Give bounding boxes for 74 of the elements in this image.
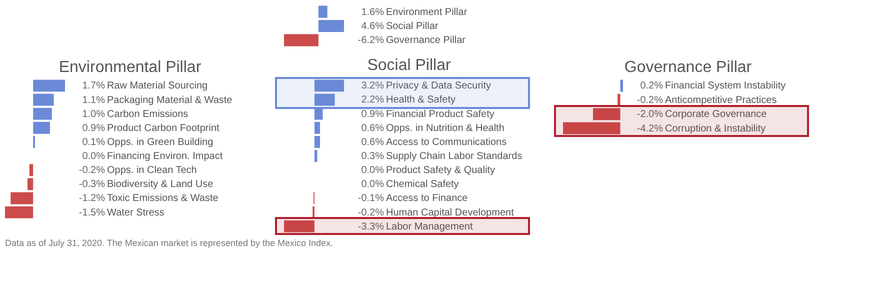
- y-tick-label: Financing Environ. Impact: [107, 151, 223, 162]
- data-label: 0.9%: [82, 122, 106, 134]
- y-tick-label: Product Carbon Footprint: [107, 122, 220, 134]
- y-tick-label: Raw Material Sourcing: [107, 80, 208, 92]
- y-tick-label: Biodiversity & Land Use: [107, 179, 214, 190]
- data-label: 1.0%: [82, 108, 106, 120]
- y-tick-label: Product Safety & Quality: [386, 165, 495, 176]
- y-tick-label: Privacy & Data Security: [386, 80, 492, 92]
- data-label: 0.2%: [640, 80, 664, 92]
- y-tick-label: Supply Chain Labor Standards: [386, 151, 522, 162]
- text: Environmental Pillar: [58, 59, 202, 76]
- y-tick-label: Labor Management: [386, 221, 473, 232]
- bar: [314, 122, 320, 134]
- y-tick-label: Social Pillar: [386, 21, 439, 32]
- y-tick-label: Opps. in Clean Tech: [107, 165, 197, 176]
- data-label: -0.2%: [636, 94, 664, 106]
- data-label: -0.3%: [78, 179, 106, 190]
- data-label: -0.2%: [358, 207, 384, 218]
- data-label: 0.6%: [361, 122, 384, 134]
- y-tick-label: Financial Product Safety: [386, 108, 494, 120]
- data-label: -3.3%: [358, 221, 384, 232]
- data-label: 4.6%: [361, 21, 384, 32]
- data-label: 0.0%: [361, 179, 384, 190]
- text: Data as of July 31, 2020. The Mexican market is represented by the Mexico Index.: [5, 238, 334, 248]
- bar: [314, 80, 344, 92]
- data-label: 0.9%: [361, 108, 384, 120]
- y-tick-label: Water Stress: [107, 207, 164, 218]
- data-label: -0.1%: [358, 193, 384, 204]
- data-label: 0.0%: [361, 165, 384, 176]
- y-tick-label: Opps. in Green Building: [107, 136, 214, 148]
- data-label: -2.0%: [636, 109, 664, 120]
- bar: [33, 108, 52, 120]
- bar: [314, 150, 318, 162]
- data-label: 1.1%: [82, 94, 106, 106]
- y-tick-label: Access to Finance: [386, 193, 468, 204]
- bar: [29, 164, 34, 176]
- bar: [284, 220, 314, 232]
- y-tick-label: Financial System Instability: [665, 80, 786, 92]
- y-tick-label: Human Capital Development: [386, 207, 514, 218]
- bar: [33, 80, 65, 92]
- text: Governance Pillar: [624, 59, 752, 76]
- data-label: -6.2%: [358, 35, 384, 46]
- data-label: 0.0%: [82, 151, 106, 162]
- data-label: 3.2%: [361, 80, 384, 92]
- bar: [28, 178, 34, 190]
- y-tick-label: Chemical Safety: [386, 179, 459, 190]
- y-tick-label: Health & Safety: [386, 94, 456, 106]
- y-tick-label: Corruption & Instability: [665, 123, 766, 134]
- bar: [314, 108, 323, 120]
- y-tick-label: Carbon Emissions: [107, 108, 188, 120]
- y-tick-label: Governance Pillar: [386, 35, 466, 46]
- data-label: 2.2%: [361, 94, 384, 106]
- data-label: 1.6%: [361, 6, 384, 18]
- data-label: 1.7%: [82, 80, 106, 92]
- bar: [10, 192, 34, 204]
- data-label: -1.5%: [78, 207, 106, 218]
- y-tick-label: Packaging Material & Waste: [107, 94, 233, 106]
- data-label: -0.2%: [78, 165, 106, 176]
- bar: [5, 206, 34, 218]
- y-tick-label: Toxic Emissions & Waste: [107, 193, 219, 204]
- data-label: 0.1%: [82, 136, 106, 148]
- bar: [314, 136, 320, 148]
- data-label: -1.2%: [78, 193, 106, 204]
- y-tick-label: Anticompetitive Practices: [665, 94, 777, 106]
- y-tick-label: Environment Pillar: [386, 6, 468, 18]
- bar: [314, 94, 335, 106]
- y-tick-label: Access to Communications: [386, 136, 507, 148]
- data-label: -4.2%: [636, 123, 664, 134]
- bar: [33, 122, 50, 134]
- data-label: 0.6%: [361, 136, 384, 148]
- y-tick-label: Opps. in Nutrition & Health: [386, 122, 504, 134]
- bar: [33, 94, 54, 106]
- y-tick-label: Corporate Governance: [665, 109, 768, 120]
- data-label: 0.3%: [361, 151, 384, 162]
